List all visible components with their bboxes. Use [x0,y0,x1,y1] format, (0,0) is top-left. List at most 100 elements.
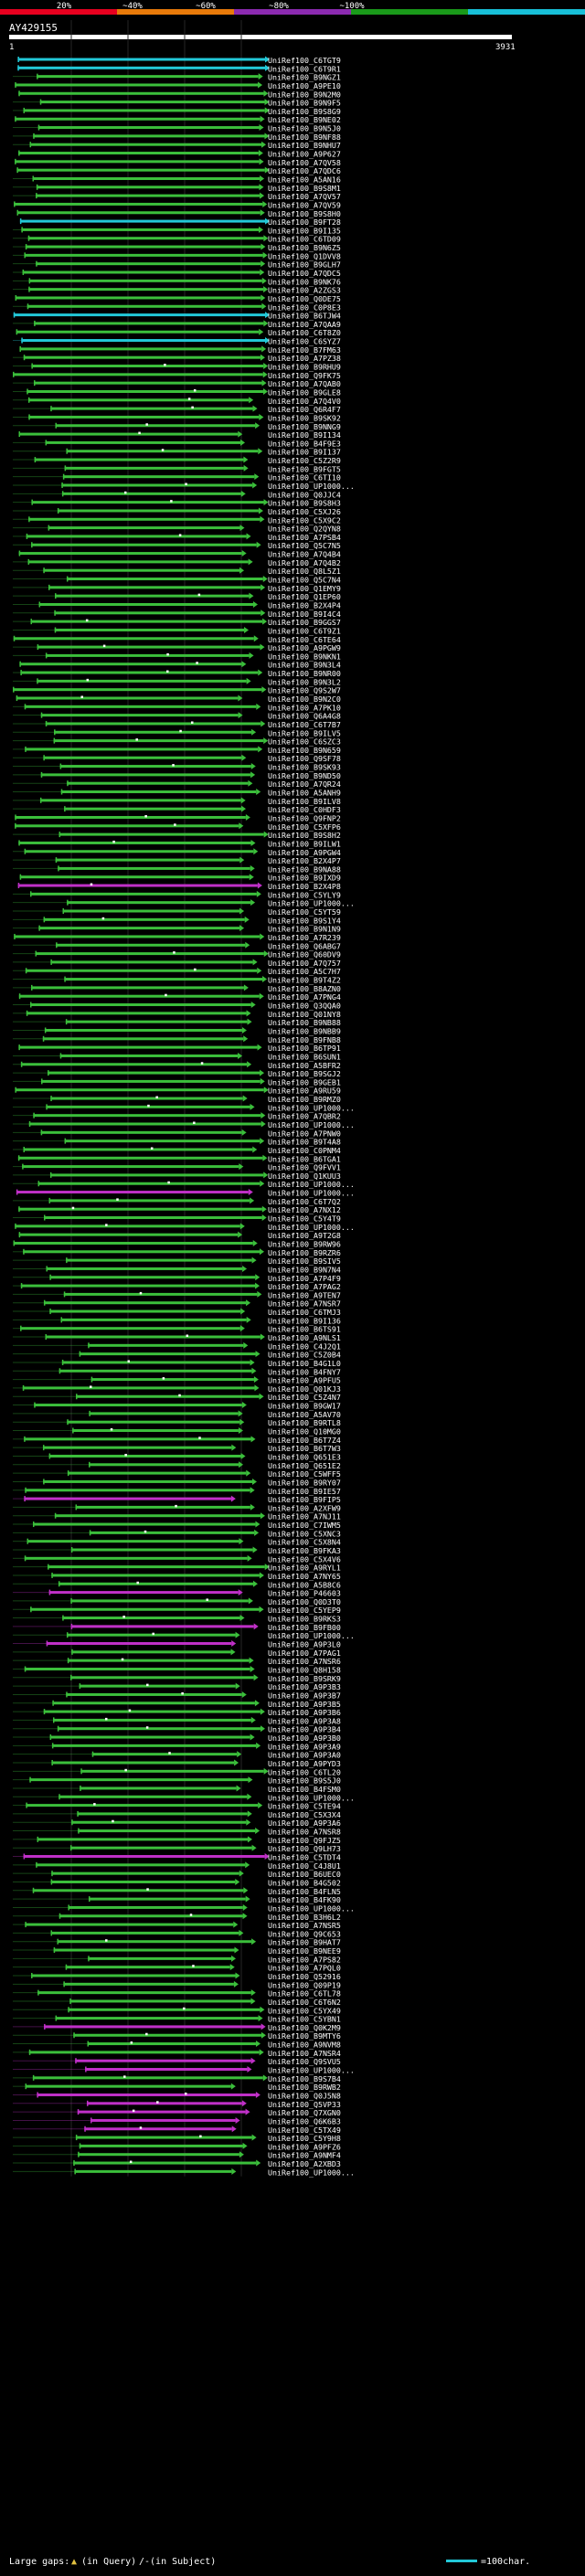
hit-id[interactable]: UniRef100_C6T7Q2 [268,1197,341,1206]
hit-row[interactable]: UniRef100_B9N659 [13,746,341,755]
hit-bar[interactable] [44,1028,242,1032]
hit-bar[interactable] [16,696,239,700]
hit-id[interactable]: UniRef100_A7P4F9 [268,1274,341,1283]
hit-id[interactable]: UniRef100_B9SGJ2 [268,1069,341,1078]
hit-id[interactable]: UniRef100_A9PGW9 [268,643,341,652]
hit-row[interactable]: UniRef100_A7NY65 [13,1572,341,1581]
hit-bar[interactable] [37,75,259,79]
hit-row[interactable]: UniRef100_C6TMJ3 [13,1308,341,1317]
hit-id[interactable]: UniRef100_B9SK92 [268,413,341,422]
hit-id[interactable]: UniRef100_Q9FVV1 [268,1163,341,1172]
hit-row[interactable]: UniRef100_A7QBR2 [13,1112,341,1121]
hit-bar[interactable] [49,1173,264,1177]
hit-row[interactable]: UniRef100_C6T8Z0 [16,328,341,337]
hit-row[interactable]: UniRef100_A9P3L0 [13,1640,341,1649]
hit-row[interactable]: UniRef100_C6TL78 [13,1989,341,1998]
hit-id[interactable]: UniRef100_Q3QQA0 [268,1002,341,1011]
hit-id[interactable]: UniRef100_B6TS91 [268,1325,341,1334]
hit-id[interactable]: UniRef100_C5X3X4 [268,1810,341,1819]
hit-bar[interactable] [18,1045,258,1049]
hit-bar[interactable] [23,1250,261,1254]
hit-bar[interactable] [64,1140,261,1143]
hit-id[interactable]: UniRef100_B9MTY6 [268,2031,341,2041]
hit-row[interactable]: UniRef100_Q2QYN8 [13,525,341,534]
hit-id[interactable]: UniRef100_C5Y4T9 [268,1214,341,1224]
hit-bar[interactable] [72,1429,239,1433]
hit-bar[interactable] [37,645,261,649]
hit-id[interactable]: UniRef100_B9NB88 [268,1018,341,1027]
hit-id[interactable]: UniRef100_A7NSR4 [268,2049,341,2058]
hit-row[interactable]: UniRef100_B9SK93 [13,763,341,772]
hit-id[interactable]: UniRef100_A9RYL1 [268,1564,341,1573]
hit-row[interactable]: UniRef100_C5X9C2 [13,515,341,525]
hit-bar[interactable] [24,850,254,853]
hit-id[interactable]: UniRef100_Q09P19 [268,1980,341,1989]
hit-bar[interactable] [20,1327,240,1330]
hit-bar[interactable] [76,1394,260,1398]
hit-bar[interactable] [38,602,253,606]
hit-row[interactable]: UniRef100_A7QR24 [13,779,341,789]
hit-row[interactable]: UniRef100_B9GW17 [13,1402,341,1411]
hit-bar[interactable] [37,1182,261,1185]
hit-row[interactable]: UniRef100_Q52916 [13,1972,341,1981]
hit-id[interactable]: UniRef100_UP1000... [268,1120,355,1129]
hit-row[interactable]: UniRef100_B2X4P4 [13,600,341,610]
hit-id[interactable]: UniRef100_UP1000... [268,1903,355,1913]
hit-bar[interactable] [27,304,262,308]
hit-bar[interactable] [40,1130,242,1134]
hit-bar[interactable] [15,824,239,828]
hit-row[interactable]: UniRef100_A7PAG2 [13,1282,341,1291]
hit-row[interactable]: UniRef100_B9FB00 [13,1623,341,1632]
hit-row[interactable]: UniRef100_C5YBN1 [13,2015,341,2024]
hit-bar[interactable] [70,1676,254,1680]
hit-id[interactable]: UniRef100_B4FSM0 [268,1785,341,1794]
hit-row[interactable]: UniRef100_B6T7W3 [13,1444,341,1453]
hit-bar[interactable] [48,586,261,589]
hit-bar[interactable] [18,91,264,95]
hit-id[interactable]: UniRef100_B9I137 [268,448,341,457]
hit-row[interactable]: UniRef100_C6TE64 [13,635,341,644]
hit-row[interactable]: UniRef100_C6TL20 [13,1767,341,1776]
hit-row[interactable]: UniRef100_B2X4P8 [17,882,341,891]
hit-bar[interactable] [37,679,247,683]
hit-bar[interactable] [62,909,240,913]
hit-row[interactable]: UniRef100_B9FNB8 [13,1035,341,1044]
hit-bar[interactable] [31,501,264,504]
hit-row[interactable]: UniRef100_B9T4A8 [13,1138,341,1147]
hit-row[interactable]: UniRef100_Q9FNP2 [15,813,341,822]
hit-row[interactable]: UniRef100_B9S8M1 [13,184,341,193]
hit-bar[interactable] [70,1548,253,1552]
hit-bar[interactable] [23,109,265,112]
hit-bar[interactable] [87,2042,256,2046]
hit-id[interactable]: UniRef100_UP1000... [268,899,355,908]
hit-row[interactable]: UniRef100_B9NGZ1 [13,73,341,82]
hit-bar[interactable] [53,1948,235,1952]
hit-bar[interactable] [43,756,242,759]
hit-id[interactable]: UniRef100_A5ANH9 [268,789,341,798]
hit-bar[interactable] [69,1999,251,2003]
hit-row[interactable]: UniRef100_B9NBB9 [13,1026,341,1035]
hit-id[interactable]: UniRef100_B7FM63 [268,345,341,355]
hit-row[interactable]: UniRef100_A5C7H7 [13,967,341,976]
hit-row[interactable]: UniRef100_A7PAG1 [13,1648,341,1658]
hit-row[interactable]: UniRef100_A7NSR5 [13,1921,341,1930]
hit-id[interactable]: UniRef100_A9P3L0 [268,1640,341,1649]
hit-row[interactable]: UniRef100_B9N2C0 [16,694,341,704]
hit-id[interactable]: UniRef100_Q1EP60 [268,592,341,601]
hit-row[interactable]: UniRef100_B9I135 [13,226,341,235]
hit-row[interactable]: UniRef100_B9GGS7 [13,618,341,627]
hit-id[interactable]: UniRef100_UP1000... [268,2066,355,2075]
hit-id[interactable]: UniRef100_Q5VP33 [268,2100,341,2109]
hit-id[interactable]: UniRef100_B9RWB2 [268,2083,341,2092]
hit-bar[interactable] [58,1914,243,1918]
hit-id[interactable]: UniRef100_B6T7Z4 [268,1436,341,1445]
hit-bar[interactable] [15,160,260,164]
hit-id[interactable]: UniRef100_B9N6Z5 [268,243,341,252]
hit-row[interactable]: UniRef100_Q9FJZ5 [13,1836,341,1845]
hit-bar[interactable] [15,1088,264,1092]
hit-id[interactable]: UniRef100_A9NVM8 [268,2041,341,2050]
hit-row[interactable]: UniRef100_B6TS91 [13,1325,341,1334]
hit-id[interactable]: UniRef100_A5AV70 [268,1410,341,1419]
hit-row[interactable]: UniRef100_Q6A4G8 [13,712,341,721]
hit-id[interactable]: UniRef100_B9S1Y4 [268,916,341,925]
